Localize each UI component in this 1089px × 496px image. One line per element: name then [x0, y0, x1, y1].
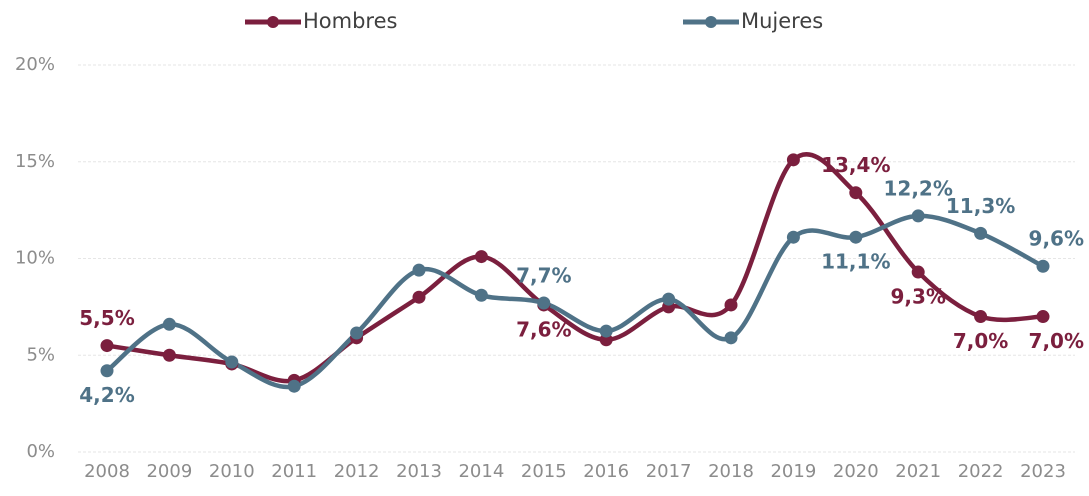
legend-label: Hombres — [303, 9, 397, 33]
x-tick-label: 2012 — [334, 461, 380, 482]
x-tick-label: 2019 — [770, 461, 816, 482]
point — [974, 226, 988, 240]
y-tick-label: 15% — [15, 151, 55, 172]
series-line — [105, 213, 1045, 390]
x-tick-label: 2014 — [458, 461, 504, 482]
data-label: 7,7% — [516, 264, 571, 288]
point — [849, 186, 863, 200]
x-tick-label: 2022 — [958, 461, 1004, 482]
legend-marker — [705, 16, 717, 28]
data-label: 12,2% — [884, 176, 953, 200]
legend-label: Mujeres — [741, 9, 823, 33]
x-tick-label: 2018 — [708, 461, 754, 482]
point — [911, 265, 925, 279]
point — [412, 263, 426, 277]
data-label: 9,6% — [1029, 227, 1084, 251]
data-label: 4,2% — [79, 383, 134, 407]
point — [786, 230, 800, 244]
x-tick-label: 2016 — [583, 461, 629, 482]
data-label: 7,6% — [516, 317, 571, 341]
point — [662, 292, 676, 306]
x-tick-label: 2023 — [1020, 461, 1066, 482]
x-tick-label: 2009 — [146, 461, 192, 482]
point — [474, 288, 488, 302]
x-tick-label: 2010 — [209, 461, 255, 482]
point — [350, 326, 364, 340]
point — [100, 339, 114, 353]
point — [225, 355, 239, 369]
point — [162, 317, 176, 331]
point — [412, 290, 426, 304]
x-tick-label: 2021 — [895, 461, 941, 482]
point — [974, 310, 988, 324]
x-tick-label: 2011 — [271, 461, 317, 482]
point — [911, 209, 925, 223]
data-label: 7,0% — [953, 329, 1008, 353]
y-tick-label: 10% — [15, 248, 55, 269]
point — [1036, 310, 1050, 324]
point — [599, 324, 613, 338]
x-tick-label: 2008 — [84, 461, 130, 482]
point — [537, 296, 551, 310]
point — [786, 153, 800, 167]
data-label: 11,1% — [821, 250, 890, 274]
x-tick-label: 2017 — [646, 461, 692, 482]
y-tick-label: 0% — [26, 441, 55, 462]
point — [474, 250, 488, 264]
point — [724, 331, 738, 345]
point — [162, 348, 176, 362]
point — [724, 298, 738, 312]
data-label: 9,3% — [890, 285, 945, 309]
legend-marker — [267, 16, 279, 28]
data-label: 5,5% — [79, 306, 134, 330]
y-tick-label: 20% — [15, 54, 55, 75]
x-tick-label: 2015 — [521, 461, 567, 482]
data-label: 7,0% — [1029, 329, 1084, 353]
y-tick-label: 5% — [26, 344, 55, 365]
x-tick-label: 2013 — [396, 461, 442, 482]
data-label: 11,3% — [946, 194, 1015, 218]
data-label: 13,4% — [821, 153, 890, 177]
point — [849, 230, 863, 244]
point — [287, 379, 301, 393]
point — [100, 364, 114, 378]
x-tick-label: 2020 — [833, 461, 879, 482]
point — [1036, 259, 1050, 273]
